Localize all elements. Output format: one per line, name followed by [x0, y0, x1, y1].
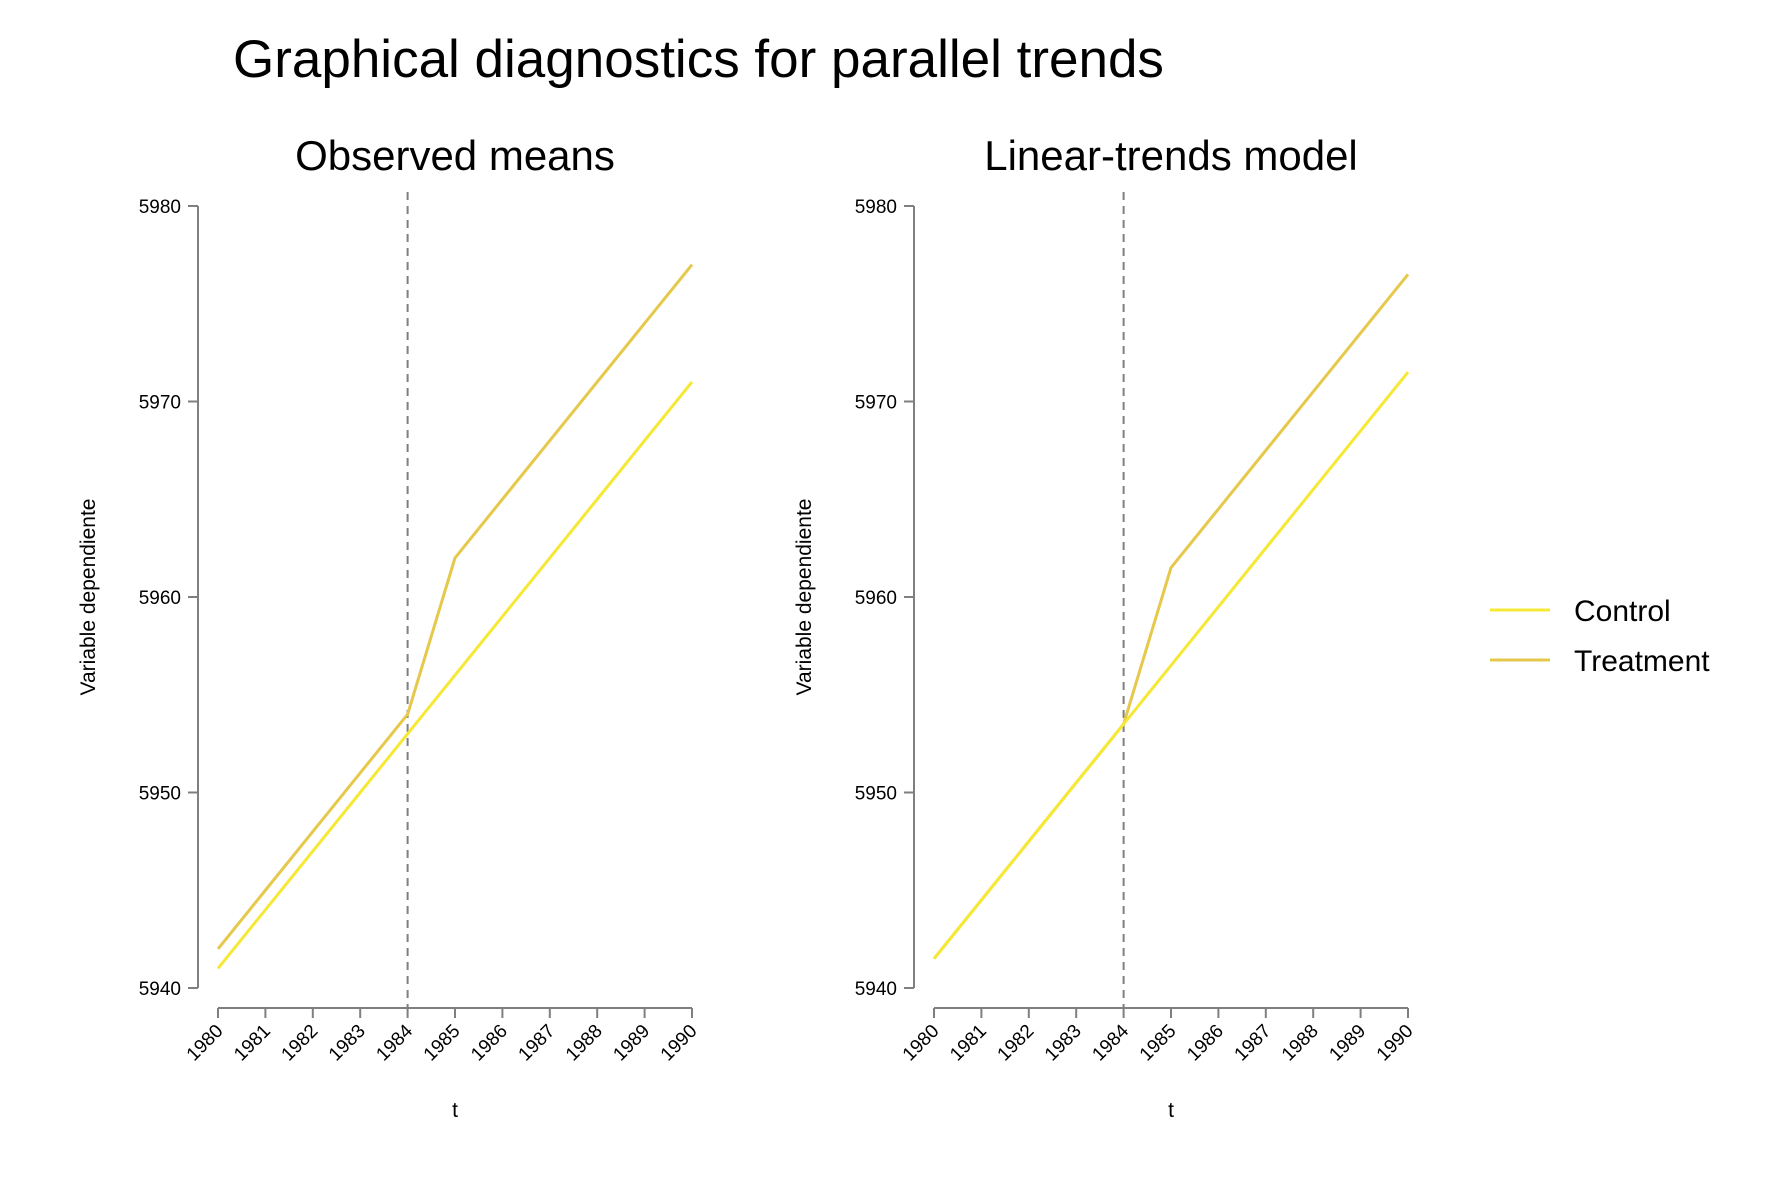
panel-title: Observed means — [295, 132, 615, 179]
panel-title: Linear-trends model — [984, 132, 1358, 179]
x-tick-label: 1982 — [278, 1021, 323, 1066]
x-tick-label: 1981 — [946, 1021, 991, 1066]
x-tick-label: 1985 — [1136, 1021, 1181, 1066]
x-tick-label: 1987 — [1231, 1021, 1276, 1066]
legend-label-treatment: Treatment — [1574, 645, 1710, 678]
y-tick-label: 5950 — [855, 784, 897, 805]
x-tick-label: 1983 — [325, 1021, 370, 1066]
x-tick-label: 1988 — [562, 1021, 607, 1066]
x-tick-label: 1985 — [420, 1021, 465, 1066]
x-tick-label: 1983 — [1041, 1021, 1086, 1066]
y-tick-label: 5960 — [139, 588, 181, 609]
y-tick-label: 5980 — [139, 197, 181, 218]
y-tick-label: 5940 — [139, 979, 181, 1000]
y-tick-label: 5940 — [855, 979, 897, 1000]
x-tick-label: 1987 — [515, 1021, 560, 1066]
y-tick-label: 5970 — [855, 393, 897, 414]
x-tick-label: 1990 — [1373, 1021, 1418, 1066]
y-axis-label: Variable dependiente — [793, 499, 816, 696]
series-line-control — [216, 381, 694, 970]
x-tick-label: 1984 — [372, 1020, 417, 1065]
y-tick-label: 5950 — [139, 784, 181, 805]
series-line-treatment — [932, 273, 1410, 960]
x-axis-label: t — [452, 1099, 458, 1122]
x-tick-label: 1982 — [994, 1021, 1039, 1066]
x-tick-label: 1986 — [1183, 1021, 1228, 1066]
x-tick-label: 1980 — [183, 1021, 228, 1066]
x-tick-label: 1986 — [467, 1021, 512, 1066]
x-tick-label: 1980 — [899, 1021, 944, 1066]
x-tick-label: 1990 — [657, 1021, 702, 1066]
x-tick-label: 1989 — [1325, 1021, 1370, 1066]
x-axis-label: t — [1168, 1099, 1174, 1122]
y-tick-label: 5970 — [139, 393, 181, 414]
x-tick-label: 1988 — [1278, 1021, 1323, 1066]
y-tick-label: 5960 — [855, 588, 897, 609]
series-line-control — [932, 371, 1410, 960]
y-axis-label: Variable dependiente — [77, 499, 100, 696]
x-tick-label: 1981 — [230, 1021, 275, 1066]
y-tick-label: 5980 — [855, 197, 897, 218]
series-line-treatment — [216, 263, 694, 950]
legend-label-control: Control — [1574, 595, 1671, 628]
figure-title: Graphical diagnostics for parallel trend… — [233, 30, 1164, 89]
legend: Control Treatment — [1490, 595, 1710, 678]
x-tick-label: 1984 — [1088, 1020, 1133, 1065]
panel-linear-trends-model: Linear-trends model 5940 5950 5960 5970 5980 1… — [793, 132, 1418, 1122]
x-tick-label: 1989 — [609, 1021, 654, 1066]
